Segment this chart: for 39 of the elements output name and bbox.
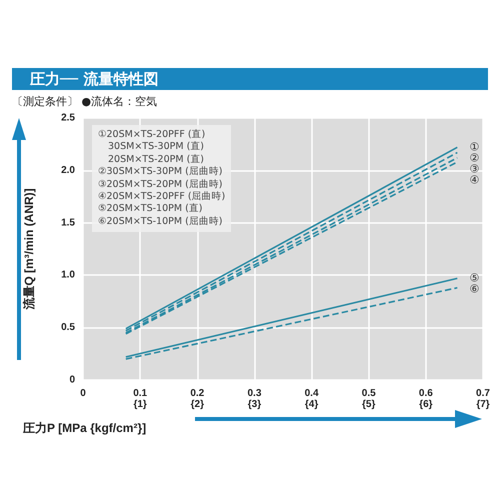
series-label: ⑥ (469, 283, 480, 296)
series-label: ③ (469, 163, 480, 176)
series-label: ④ (469, 174, 480, 186)
series-label: ② (469, 152, 480, 164)
y-axis-title: 流量Q [m³/min (ANR)] (22, 188, 36, 311)
annotation: ⑤20SM×TS-10PM (直) (98, 203, 202, 214)
y-tick-label: 2.5 (61, 112, 76, 124)
chart-subtitle: 〔測定条件〕 ●流体名：空気 (12, 94, 158, 109)
y-tick-label: 1.0 (61, 270, 76, 281)
annotation: ③20SM×TS-20PM (屈曲時) (98, 178, 222, 190)
annotation: ⑥20SM×TS-10PM (屈曲時) (98, 216, 222, 227)
x-tick-label: 0.2 (190, 388, 205, 399)
series-label: ① (469, 141, 480, 154)
y-tick-label: 1.5 (61, 217, 76, 228)
x-tick-label: 0.5 (362, 388, 376, 399)
y-tick-label: 0 (69, 374, 76, 386)
x-axis-title: 圧力P [MPa {kgf/cm²}] (22, 421, 146, 435)
x-tick-label: 0.7 (476, 388, 490, 399)
x2-tick-label: {7} (476, 399, 490, 410)
x2-tick-label: {6} (419, 399, 433, 410)
y-tick-label: 0.5 (61, 322, 76, 334)
x2-tick-label: {3} (248, 399, 262, 410)
annotation: 30SM×TS-30PM (直) (108, 141, 204, 152)
x-tick-label: 0.3 (247, 388, 262, 399)
x2-tick-label: {5} (362, 399, 376, 410)
x2-tick-label: {4} (304, 399, 318, 410)
y-tick-label: 2.0 (61, 164, 76, 176)
annotation: ②30SM×TS-30PM (屈曲時) (98, 166, 222, 178)
chart-title: 圧力── 流量特性図 (12, 68, 488, 90)
x-tick-label: 0.4 (304, 388, 319, 399)
annotation: ④20SM×TS-20PFF (屈曲時) (98, 191, 226, 202)
x2-tick-label: {1} (133, 399, 147, 410)
x-tick-label: 0.1 (133, 388, 148, 399)
x2-tick-label: {2} (190, 399, 204, 410)
annotation: ①20SM×TS-20PFF (直) (98, 129, 206, 140)
x-tick-label: 0 (80, 388, 86, 399)
annotation: 20SM×TS-20PM (直) (108, 154, 204, 165)
series-label: ⑤ (469, 272, 480, 284)
x-tick-label: 0.6 (418, 388, 434, 399)
